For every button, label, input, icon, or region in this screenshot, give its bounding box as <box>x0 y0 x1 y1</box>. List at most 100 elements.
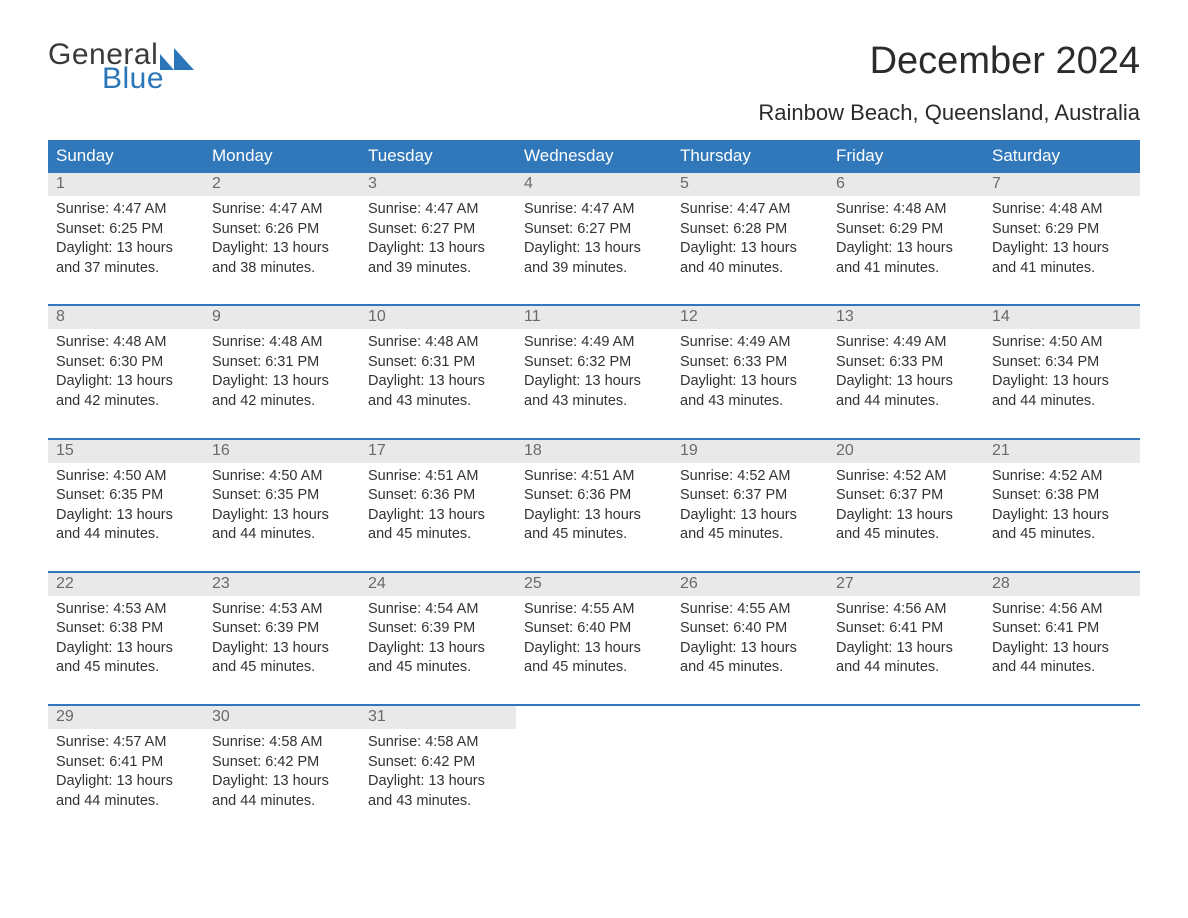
day-cell: Sunrise: 4:47 AMSunset: 6:26 PMDaylight:… <box>204 196 360 286</box>
daylight-text-line2: and 43 minutes. <box>368 392 508 412</box>
daylight-text-line2: and 45 minutes. <box>524 658 664 678</box>
logo: General Blue <box>48 40 194 94</box>
day-cell: Sunrise: 4:48 AMSunset: 6:30 PMDaylight:… <box>48 329 204 419</box>
day-body-row: Sunrise: 4:48 AMSunset: 6:30 PMDaylight:… <box>48 329 1140 419</box>
daylight-text-line1: Daylight: 13 hours <box>56 639 196 659</box>
day-number <box>828 706 984 729</box>
sunset-text: Sunset: 6:34 PM <box>992 353 1132 373</box>
sunrise-text: Sunrise: 4:48 AM <box>992 200 1132 220</box>
sunset-text: Sunset: 6:30 PM <box>56 353 196 373</box>
sunset-text: Sunset: 6:42 PM <box>368 753 508 773</box>
weekday-header: Tuesday <box>360 140 516 173</box>
sunrise-text: Sunrise: 4:48 AM <box>368 333 508 353</box>
day-number: 15 <box>48 440 204 463</box>
day-number: 5 <box>672 173 828 196</box>
daylight-text-line2: and 44 minutes. <box>212 525 352 545</box>
sunset-text: Sunset: 6:31 PM <box>212 353 352 373</box>
daylight-text-line2: and 39 minutes. <box>368 259 508 279</box>
day-cell <box>984 729 1140 819</box>
day-cell: Sunrise: 4:47 AMSunset: 6:25 PMDaylight:… <box>48 196 204 286</box>
sunrise-text: Sunrise: 4:48 AM <box>56 333 196 353</box>
weekday-header: Monday <box>204 140 360 173</box>
day-body-row: Sunrise: 4:50 AMSunset: 6:35 PMDaylight:… <box>48 463 1140 553</box>
day-number: 13 <box>828 306 984 329</box>
sunset-text: Sunset: 6:35 PM <box>212 486 352 506</box>
daylight-text-line1: Daylight: 13 hours <box>836 506 976 526</box>
weekday-header: Wednesday <box>516 140 672 173</box>
daylight-text-line1: Daylight: 13 hours <box>368 639 508 659</box>
day-number: 17 <box>360 440 516 463</box>
day-cell: Sunrise: 4:52 AMSunset: 6:37 PMDaylight:… <box>828 463 984 553</box>
daylight-text-line1: Daylight: 13 hours <box>56 772 196 792</box>
day-cell: Sunrise: 4:49 AMSunset: 6:33 PMDaylight:… <box>672 329 828 419</box>
day-cell: Sunrise: 4:57 AMSunset: 6:41 PMDaylight:… <box>48 729 204 819</box>
day-cell: Sunrise: 4:54 AMSunset: 6:39 PMDaylight:… <box>360 596 516 686</box>
day-number: 23 <box>204 573 360 596</box>
daylight-text-line2: and 45 minutes. <box>524 525 664 545</box>
day-number: 8 <box>48 306 204 329</box>
day-number <box>672 706 828 729</box>
daylight-text-line2: and 44 minutes. <box>56 792 196 812</box>
sunset-text: Sunset: 6:36 PM <box>524 486 664 506</box>
day-number-row: 22232425262728 <box>48 573 1140 596</box>
daylight-text-line2: and 45 minutes. <box>56 658 196 678</box>
week-row: 15161718192021Sunrise: 4:50 AMSunset: 6:… <box>48 438 1140 553</box>
daylight-text-line1: Daylight: 13 hours <box>680 639 820 659</box>
daylight-text-line2: and 43 minutes. <box>368 792 508 812</box>
day-cell: Sunrise: 4:48 AMSunset: 6:31 PMDaylight:… <box>360 329 516 419</box>
daylight-text-line2: and 45 minutes. <box>836 525 976 545</box>
daylight-text-line1: Daylight: 13 hours <box>368 506 508 526</box>
sunset-text: Sunset: 6:36 PM <box>368 486 508 506</box>
week-row: 1234567Sunrise: 4:47 AMSunset: 6:25 PMDa… <box>48 173 1140 286</box>
daylight-text-line2: and 44 minutes. <box>992 658 1132 678</box>
page-title: December 2024 <box>870 40 1140 83</box>
sunset-text: Sunset: 6:32 PM <box>524 353 664 373</box>
sunset-text: Sunset: 6:33 PM <box>836 353 976 373</box>
calendar: Sunday Monday Tuesday Wednesday Thursday… <box>48 140 1140 819</box>
sunrise-text: Sunrise: 4:55 AM <box>524 600 664 620</box>
daylight-text-line2: and 44 minutes. <box>836 658 976 678</box>
sunrise-text: Sunrise: 4:58 AM <box>368 733 508 753</box>
day-cell: Sunrise: 4:58 AMSunset: 6:42 PMDaylight:… <box>204 729 360 819</box>
sunrise-text: Sunrise: 4:53 AM <box>56 600 196 620</box>
day-cell: Sunrise: 4:56 AMSunset: 6:41 PMDaylight:… <box>984 596 1140 686</box>
day-number: 21 <box>984 440 1140 463</box>
daylight-text-line1: Daylight: 13 hours <box>836 239 976 259</box>
daylight-text-line2: and 45 minutes. <box>212 658 352 678</box>
sunrise-text: Sunrise: 4:52 AM <box>680 467 820 487</box>
sunset-text: Sunset: 6:27 PM <box>368 220 508 240</box>
daylight-text-line1: Daylight: 13 hours <box>212 506 352 526</box>
daylight-text-line1: Daylight: 13 hours <box>992 639 1132 659</box>
daylight-text-line1: Daylight: 13 hours <box>524 239 664 259</box>
day-number-row: 891011121314 <box>48 306 1140 329</box>
sunset-text: Sunset: 6:37 PM <box>836 486 976 506</box>
daylight-text-line2: and 39 minutes. <box>524 259 664 279</box>
daylight-text-line1: Daylight: 13 hours <box>836 372 976 392</box>
day-cell: Sunrise: 4:50 AMSunset: 6:34 PMDaylight:… <box>984 329 1140 419</box>
day-cell: Sunrise: 4:52 AMSunset: 6:37 PMDaylight:… <box>672 463 828 553</box>
sunrise-text: Sunrise: 4:53 AM <box>212 600 352 620</box>
sunrise-text: Sunrise: 4:56 AM <box>992 600 1132 620</box>
day-number-row: 15161718192021 <box>48 440 1140 463</box>
week-row: 22232425262728Sunrise: 4:53 AMSunset: 6:… <box>48 571 1140 686</box>
day-number: 22 <box>48 573 204 596</box>
day-number <box>516 706 672 729</box>
sunset-text: Sunset: 6:38 PM <box>56 619 196 639</box>
day-number: 30 <box>204 706 360 729</box>
daylight-text-line1: Daylight: 13 hours <box>56 239 196 259</box>
weekday-header: Saturday <box>984 140 1140 173</box>
daylight-text-line1: Daylight: 13 hours <box>212 372 352 392</box>
day-cell: Sunrise: 4:47 AMSunset: 6:27 PMDaylight:… <box>516 196 672 286</box>
sunset-text: Sunset: 6:40 PM <box>524 619 664 639</box>
day-cell: Sunrise: 4:51 AMSunset: 6:36 PMDaylight:… <box>360 463 516 553</box>
day-number <box>984 706 1140 729</box>
daylight-text-line2: and 41 minutes. <box>836 259 976 279</box>
day-number: 4 <box>516 173 672 196</box>
day-cell: Sunrise: 4:53 AMSunset: 6:38 PMDaylight:… <box>48 596 204 686</box>
sunset-text: Sunset: 6:38 PM <box>992 486 1132 506</box>
day-number: 19 <box>672 440 828 463</box>
daylight-text-line2: and 41 minutes. <box>992 259 1132 279</box>
daylight-text-line2: and 43 minutes. <box>680 392 820 412</box>
day-number: 20 <box>828 440 984 463</box>
daylight-text-line1: Daylight: 13 hours <box>212 772 352 792</box>
